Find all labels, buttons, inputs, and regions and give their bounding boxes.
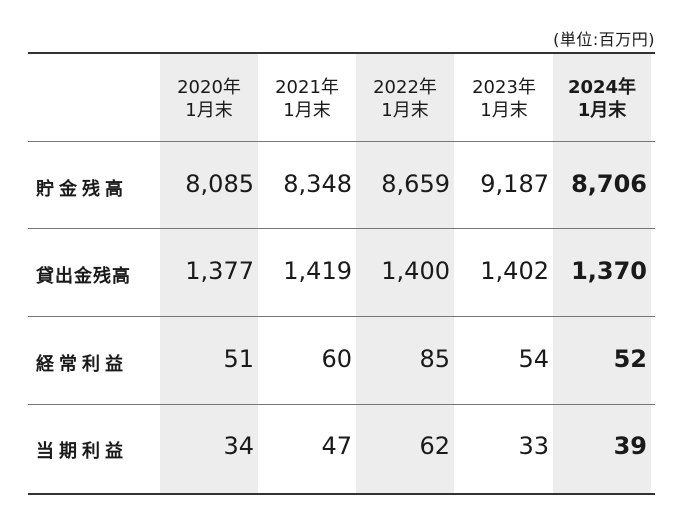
table-cell: 47 bbox=[321, 432, 352, 460]
table-cell: 1,400 bbox=[381, 257, 450, 285]
row-label-loans: 貸出金残高 bbox=[36, 266, 131, 287]
column-header-month: 1月末 bbox=[381, 100, 429, 121]
table-cell: 1,370 bbox=[571, 257, 647, 285]
table-cell: 51 bbox=[223, 345, 254, 373]
table-cell: 60 bbox=[321, 345, 352, 373]
column-header-2020: 2020年 1月末 bbox=[160, 76, 258, 122]
column-header-2023: 2023年 1月末 bbox=[455, 76, 553, 122]
column-header-month: 1月末 bbox=[283, 100, 331, 121]
shaded-column-2022 bbox=[356, 54, 454, 493]
table-cell: 33 bbox=[518, 432, 549, 460]
row-divider bbox=[28, 141, 655, 142]
table-top-rule bbox=[28, 52, 655, 54]
table-cell: 8,085 bbox=[185, 170, 254, 198]
column-header-year: 2024年 bbox=[567, 77, 637, 98]
row-label-savings: 貯金残高 bbox=[36, 179, 128, 200]
row-divider bbox=[28, 316, 655, 317]
table-cell: 39 bbox=[613, 432, 647, 460]
table-cell: 8,659 bbox=[381, 170, 450, 198]
column-header-month: 1月末 bbox=[577, 100, 627, 121]
column-header-month: 1月末 bbox=[185, 100, 233, 121]
column-header-year: 2021年 bbox=[275, 77, 339, 98]
column-header-year: 2022年 bbox=[373, 77, 437, 98]
table-cell: 54 bbox=[518, 345, 549, 373]
row-divider bbox=[28, 228, 655, 229]
table-cell: 8,348 bbox=[283, 170, 352, 198]
table-cell: 8,706 bbox=[571, 170, 647, 198]
table-cell: 1,377 bbox=[185, 257, 254, 285]
column-header-2024: 2024年 1月末 bbox=[553, 76, 651, 122]
table-cell: 1,419 bbox=[283, 257, 352, 285]
table-cell: 85 bbox=[419, 345, 450, 373]
table-cell: 9,187 bbox=[480, 170, 549, 198]
table-cell: 52 bbox=[613, 345, 647, 373]
unit-label: (単位:百万円) bbox=[553, 30, 655, 49]
table-cell: 1,402 bbox=[480, 257, 549, 285]
column-header-year: 2020年 bbox=[177, 77, 241, 98]
row-label-ordinary-profit: 経常利益 bbox=[36, 354, 128, 375]
table-bottom-rule bbox=[28, 493, 655, 495]
row-divider bbox=[28, 404, 655, 405]
shaded-column-2024 bbox=[553, 54, 651, 493]
column-header-year: 2023年 bbox=[472, 77, 536, 98]
row-label-net-profit: 当期利益 bbox=[36, 441, 128, 462]
column-header-2022: 2022年 1月末 bbox=[356, 76, 454, 122]
shaded-column-2020 bbox=[160, 54, 258, 493]
column-header-2021: 2021年 1月末 bbox=[258, 76, 356, 122]
table-cell: 34 bbox=[223, 432, 254, 460]
column-header-month: 1月末 bbox=[480, 100, 528, 121]
table-cell: 62 bbox=[419, 432, 450, 460]
